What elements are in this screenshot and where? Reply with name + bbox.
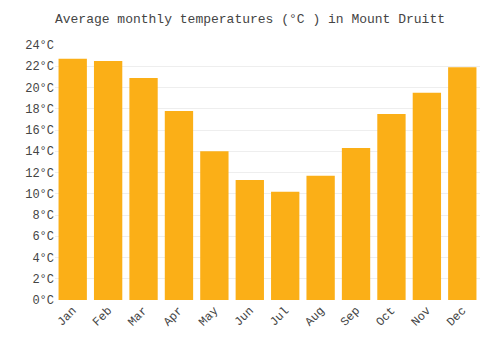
svg-text:6°C: 6°C xyxy=(32,230,54,244)
svg-text:0°C: 0°C xyxy=(32,294,54,308)
svg-text:Nov: Nov xyxy=(409,304,434,329)
svg-text:Feb: Feb xyxy=(90,304,115,329)
svg-text:Average monthly temperatures (: Average monthly temperatures (°C ) in Mo… xyxy=(55,12,445,27)
svg-text:16°C: 16°C xyxy=(25,124,54,138)
svg-text:Apr: Apr xyxy=(161,304,186,329)
svg-text:18°C: 18°C xyxy=(25,103,54,117)
svg-text:Sep: Sep xyxy=(338,304,363,329)
svg-text:Jan: Jan xyxy=(55,304,80,329)
svg-text:22°C: 22°C xyxy=(25,60,54,74)
svg-text:4°C: 4°C xyxy=(32,252,54,266)
svg-text:Dec: Dec xyxy=(444,304,469,329)
svg-text:Mar: Mar xyxy=(125,304,150,329)
svg-text:2°C: 2°C xyxy=(32,273,54,287)
svg-text:8°C: 8°C xyxy=(32,209,54,223)
svg-text:20°C: 20°C xyxy=(25,82,54,96)
svg-text:Jun: Jun xyxy=(232,304,257,329)
svg-text:Aug: Aug xyxy=(303,304,328,329)
svg-text:Oct: Oct xyxy=(373,304,398,329)
svg-text:May: May xyxy=(196,304,221,329)
svg-text:Jul: Jul xyxy=(267,304,292,329)
svg-text:12°C: 12°C xyxy=(25,167,54,181)
svg-text:24°C: 24°C xyxy=(25,39,54,53)
svg-text:14°C: 14°C xyxy=(25,145,54,159)
svg-text:10°C: 10°C xyxy=(25,188,54,202)
